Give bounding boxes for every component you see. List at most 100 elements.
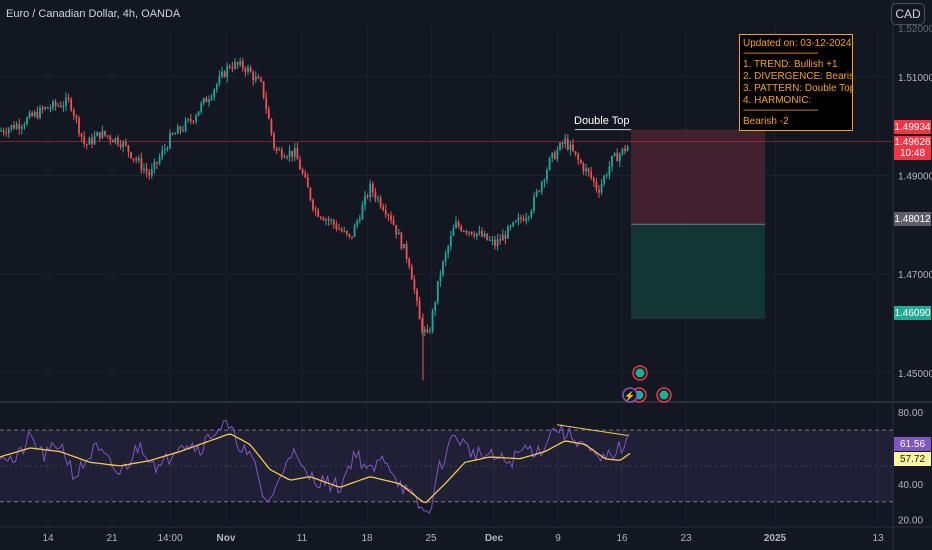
- candle-body: [592, 177, 595, 182]
- candle-body: [405, 244, 408, 259]
- candle-body: [304, 173, 307, 178]
- candle-body: [41, 107, 44, 110]
- candle-body: [478, 231, 481, 234]
- candle-body: [494, 239, 496, 247]
- candle-body: [202, 98, 205, 104]
- stop-price: 1.49934: [894, 121, 931, 133]
- candle-body: [512, 222, 515, 227]
- candle-body: [361, 205, 364, 220]
- event-marker-inner: [635, 368, 645, 378]
- candle-body: [176, 126, 179, 134]
- rsi-line: [0, 420, 630, 514]
- candle-body: [473, 234, 476, 237]
- candle-body: [150, 169, 153, 176]
- candle-body: [314, 209, 317, 211]
- currency-button[interactable]: CAD: [891, 3, 925, 25]
- candle-body: [608, 166, 611, 176]
- info-pattern-line: 3. PATTERN: Double Top -1: [743, 83, 852, 94]
- candle-body: [241, 61, 244, 69]
- analysis-info-box: Updated on: 03-12-2024 -----------------…: [739, 34, 853, 131]
- candle-body: [296, 147, 299, 160]
- candle-body: [226, 66, 229, 77]
- candle-body: [106, 135, 109, 137]
- candle-body: [62, 105, 65, 108]
- candle-body: [262, 81, 265, 98]
- candle-body: [384, 210, 387, 215]
- candle-body: [23, 124, 26, 127]
- candle-body: [15, 124, 18, 129]
- candle-body: [158, 157, 161, 164]
- candle-body: [85, 143, 88, 145]
- candle-body: [475, 233, 478, 237]
- candle-body: [26, 117, 28, 125]
- candle-body: [197, 111, 200, 116]
- candle-body: [10, 125, 13, 129]
- candle-body: [455, 222, 457, 229]
- candle-body: [187, 119, 190, 121]
- candle-body: [621, 148, 624, 154]
- candle-body: [114, 137, 117, 143]
- candle-body: [254, 76, 257, 81]
- candle-body: [239, 61, 242, 65]
- candle-body: [215, 84, 218, 90]
- candle-body: [275, 147, 278, 151]
- candle-body: [439, 274, 442, 282]
- candle-body: [507, 226, 509, 239]
- entry-price: 1.48012: [894, 213, 931, 225]
- time-tick-label: 21: [106, 533, 118, 544]
- time-tick-label: 9: [555, 533, 561, 544]
- candle-body: [291, 150, 294, 157]
- candle-body: [470, 231, 473, 235]
- candle-body: [413, 279, 416, 290]
- candle-body: [57, 105, 60, 107]
- candle-body: [371, 183, 374, 193]
- candle-body: [109, 136, 112, 141]
- rsi-value: 61.56: [899, 438, 926, 450]
- candle-body: [301, 169, 304, 174]
- candle-body: [444, 253, 447, 262]
- candle-body: [616, 153, 619, 162]
- candle-body: [431, 310, 434, 332]
- candle-body: [481, 231, 483, 237]
- time-tick-label: 16: [616, 533, 628, 544]
- rsi-divergence-line: [556, 424, 629, 436]
- candle-body: [44, 107, 47, 110]
- candle-body: [163, 148, 166, 151]
- candle-body: [416, 289, 418, 301]
- candle-body: [122, 142, 125, 147]
- candle-body: [543, 179, 546, 183]
- candle-body: [5, 132, 8, 134]
- candle-body: [33, 111, 36, 116]
- candle-body: [145, 168, 148, 173]
- candle-body: [7, 128, 10, 134]
- candle-body: [93, 136, 96, 144]
- candle-body: [39, 107, 41, 118]
- candle-body: [228, 66, 231, 68]
- candle-body: [153, 162, 156, 170]
- candle-body: [504, 234, 507, 239]
- last-price-tag: 1.49626 10:48: [894, 136, 931, 160]
- candle-body: [569, 144, 572, 150]
- candle-body: [171, 133, 174, 135]
- candle-body: [54, 101, 57, 106]
- candle-body: [49, 108, 52, 110]
- candle-body: [535, 190, 538, 196]
- candle-body: [98, 132, 101, 139]
- candle-body: [525, 217, 528, 221]
- candle-body: [343, 230, 346, 232]
- candle-body: [119, 144, 122, 147]
- candle-body: [348, 234, 351, 237]
- candle-body: [312, 199, 314, 210]
- candle-body: [449, 235, 452, 247]
- candle-body: [618, 153, 621, 162]
- candle-body: [514, 220, 517, 223]
- candle-body: [148, 172, 151, 176]
- candle-body: [447, 246, 450, 254]
- candle-body: [379, 197, 382, 207]
- candle-body: [322, 218, 325, 221]
- candle-body: [468, 231, 470, 233]
- candle-body: [392, 220, 395, 225]
- info-result-line: Bearish -2: [743, 116, 789, 127]
- candle-body: [483, 233, 486, 237]
- candle-body: [587, 168, 590, 172]
